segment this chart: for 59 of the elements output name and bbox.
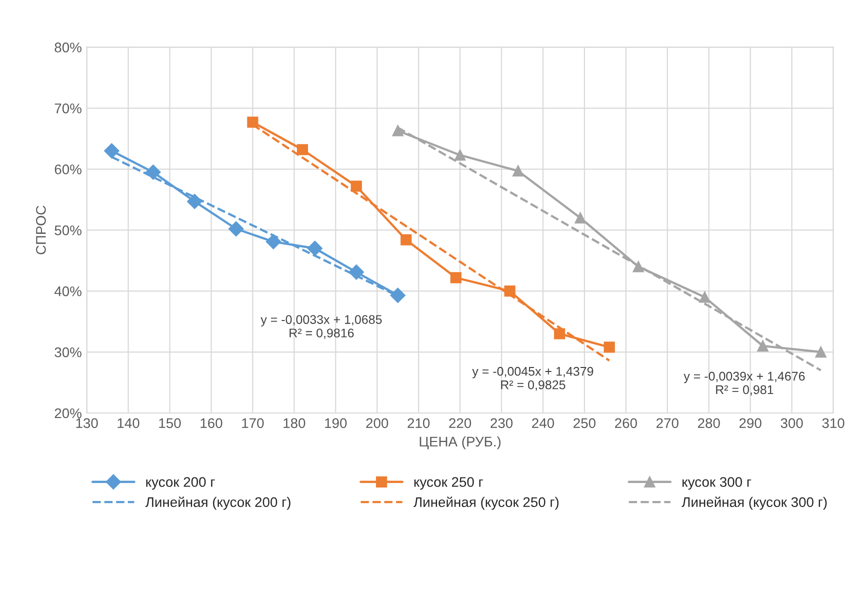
legend-label: кусок 300 г [682,477,752,490]
point [454,150,466,161]
x-tick-label: 280 [698,418,720,428]
point [815,346,826,358]
point [146,164,161,180]
legend-label: Линейная (кусок 300 г) [682,496,827,510]
legend-label: кусок 200 г [146,477,215,490]
y-tick-label: 20% [54,408,82,418]
point [296,144,308,156]
y-tick-label: 30% [54,347,82,358]
point [307,240,322,256]
x-tick-label: 150 [159,418,181,428]
point [604,342,615,353]
point [554,328,566,340]
x-tick-label: 140 [118,418,140,428]
point [574,212,586,224]
legend-label: Линейная (кусок 250 г) [414,496,559,510]
x-tick-label: 170 [242,418,264,428]
x-tick-label: 230 [490,418,513,428]
point [228,221,244,236]
y-tick-label: 50% [54,225,82,236]
y-tick-label: 40% [54,286,82,296]
x-axis-title: ЦЕНА (РУБ.) [420,436,501,450]
x-tick-label: 290 [739,418,762,428]
point [390,288,406,303]
point [400,234,412,246]
x-tick-label: 130 [76,418,98,428]
y-tick-label: 80% [54,42,82,52]
x-tick-label: 240 [532,418,554,428]
point [247,116,258,128]
x-tick-label: 220 [449,418,472,428]
x-tick-label: 310 [822,418,844,428]
point [757,340,768,352]
x-tick-label: 250 [574,418,596,428]
y-tick-label: 60% [54,164,82,174]
point [392,125,404,136]
y-axis-title: СПРОС [36,206,46,254]
x-tick-label: 270 [656,418,678,428]
point [187,194,202,210]
point [504,286,516,297]
point [350,180,362,192]
x-tick-label: 180 [284,418,306,428]
legend-label: Линейная (кусок 200 г) [145,496,290,510]
point [450,272,462,284]
annotation: y = -0,0033x + 1,0685 R² = 0,9816 [260,315,382,339]
legend-label: кусок 250 г [414,477,483,490]
x-tick-label: 300 [780,418,803,428]
annotation: y = -0,0039x + 1,4676 R² = 0,981 [684,372,805,396]
point [699,292,710,303]
x-tick-label: 260 [615,418,637,428]
x-tick-label: 200 [366,418,388,428]
point [512,165,524,177]
x-tick-label: 190 [325,418,347,428]
x-tick-label: 210 [408,418,430,428]
point [104,143,120,158]
x-tick-label: 160 [200,418,222,428]
point [266,234,281,250]
y-tick-label: 70% [54,104,82,114]
annotation: y = -0,0045x + 1,4379 R² = 0,9825 [472,366,594,391]
